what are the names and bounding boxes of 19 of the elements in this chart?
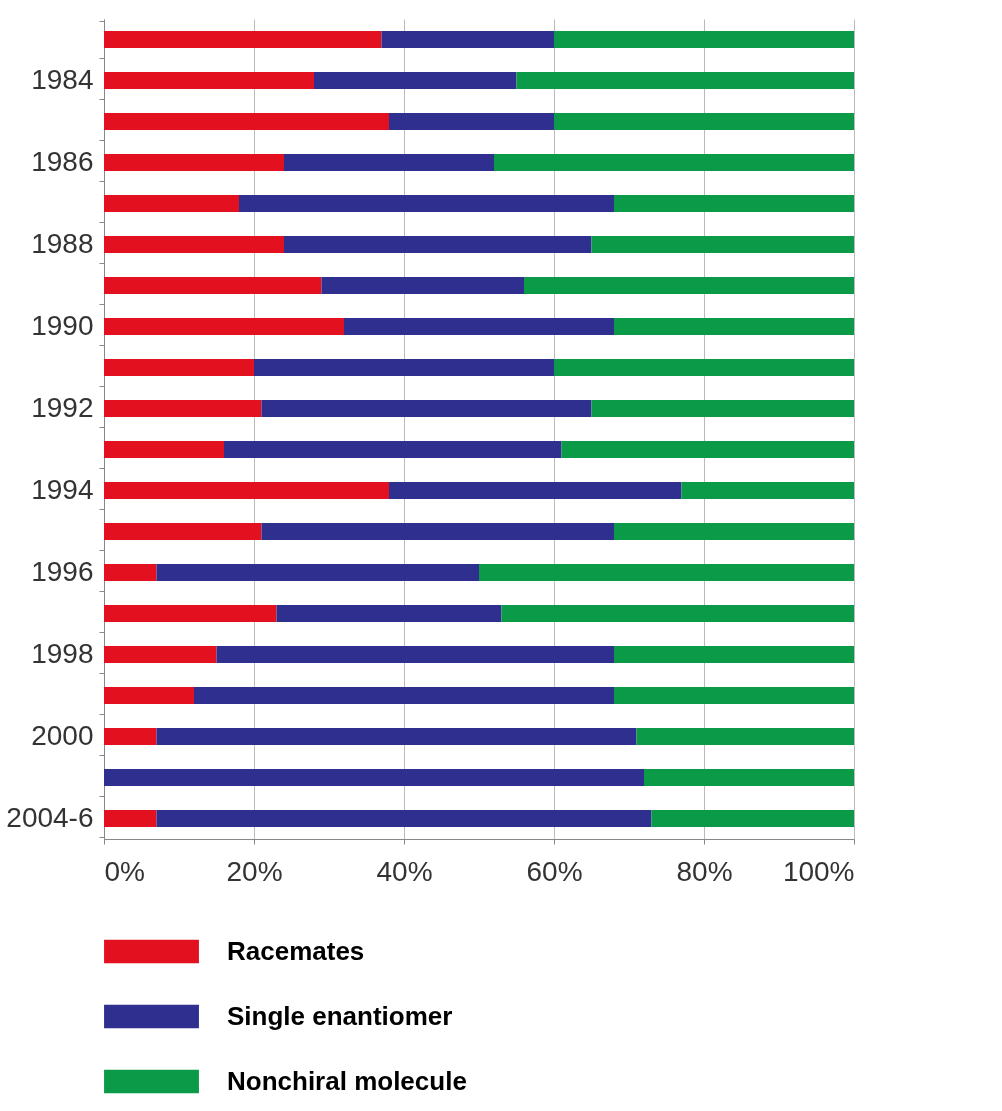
x-tick-label: 60% (526, 855, 583, 887)
y-tick-label: 1988 (31, 228, 94, 259)
y-tick-label: 1994 (31, 474, 94, 505)
x-tick-label: 100% (782, 855, 855, 887)
x-tick-label: 40% (376, 855, 433, 887)
y-tick-label: 2004-6 (6, 802, 94, 833)
y-tick-label: 1996 (31, 556, 94, 587)
y-tick-label: 1998 (31, 638, 94, 669)
y-tick-label: 1990 (31, 310, 94, 341)
y-tick-label: 2000 (31, 720, 94, 751)
x-tick-label: 0% (104, 855, 145, 887)
x-tick-label: 20% (226, 855, 283, 887)
y-tick-label: 1992 (31, 392, 94, 423)
y-tick-label: 1984 (31, 64, 94, 95)
legend-label: Racemates (227, 935, 365, 966)
legend-label: Nonchiral molecule (227, 1065, 467, 1096)
legend-label: Single enantiomer (227, 1000, 453, 1031)
x-tick-label: 80% (676, 855, 733, 887)
y-tick-label: 1986 (31, 146, 94, 177)
